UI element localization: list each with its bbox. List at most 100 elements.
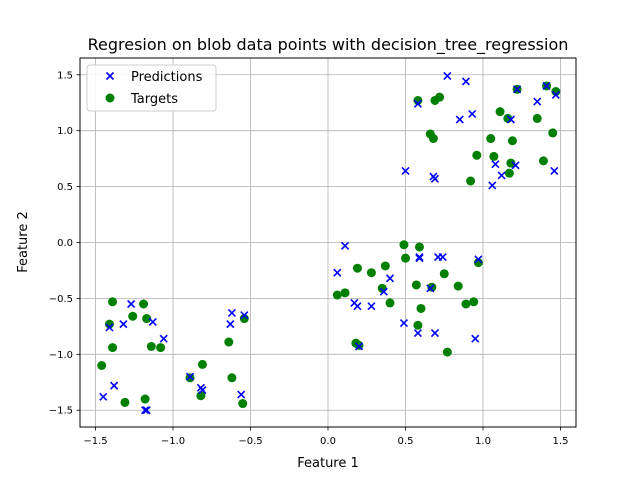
- plot-area: −1.5 −1.0 −0.5 0.0 0.5 1.0 1.5 −1.5 −1.0 −0.5 0.0 0…: [49, 57, 577, 447]
- target-point: [380, 261, 390, 271]
- target-point: [442, 347, 452, 357]
- target-point: [120, 397, 130, 407]
- prediction-point: [141, 406, 150, 415]
- prediction-point: [415, 254, 424, 263]
- target-point: [506, 158, 516, 168]
- target-point: [495, 107, 505, 117]
- prediction-point: [513, 85, 522, 94]
- prediction-point: [443, 71, 452, 80]
- prediction-point: [333, 268, 342, 277]
- prediction-point: [401, 166, 410, 176]
- prediction-point: [506, 115, 515, 124]
- x-tick-label: 0.0: [320, 436, 336, 447]
- legend-box: [86, 64, 217, 112]
- target-point: [551, 87, 561, 97]
- target-point: [140, 394, 150, 404]
- prediction-point: [474, 255, 483, 264]
- target-point: [439, 269, 449, 279]
- prediction-point: [426, 284, 435, 293]
- prediction-point: [148, 317, 157, 326]
- target-point: [332, 290, 342, 300]
- y-tick-label: 1.0: [57, 126, 73, 137]
- legend-marker-predictions: [105, 71, 115, 81]
- prediction-point: [142, 406, 151, 415]
- target-point: [453, 281, 463, 291]
- chart-title: Regresion on blob data points with decis…: [88, 35, 569, 55]
- prediction-point: [455, 115, 464, 124]
- target-point: [489, 151, 499, 161]
- prediction-point: [159, 334, 168, 343]
- prediction-point: [430, 329, 440, 338]
- prediction-point: [413, 99, 422, 108]
- prediction-point: [105, 323, 114, 332]
- target-point: [414, 242, 424, 252]
- target-point: [399, 240, 409, 250]
- prediction-point: [119, 320, 128, 329]
- target-point: [469, 297, 479, 307]
- x-tick-label: 1.5: [553, 436, 569, 447]
- target-point: [108, 343, 118, 353]
- target-point: [466, 176, 476, 186]
- target-point: [104, 319, 114, 329]
- prediction-point: [367, 302, 376, 311]
- target-point: [227, 373, 237, 383]
- prediction-point: [438, 252, 447, 262]
- target-point: [97, 361, 107, 370]
- y-tick-label: −0.5: [49, 294, 73, 305]
- target-point: [340, 288, 350, 298]
- y-axis-label: Feature 2: [16, 211, 31, 273]
- prediction-point: [185, 372, 195, 381]
- target-point: [472, 150, 482, 160]
- y-tick-label: −1.5: [49, 406, 73, 417]
- target-point: [156, 343, 166, 353]
- target-point: [413, 320, 423, 330]
- target-point: [142, 314, 152, 324]
- target-point: [352, 263, 362, 273]
- legend-label: Targets: [130, 92, 178, 107]
- prediction-point: [468, 109, 477, 118]
- legend-label: Predictions: [131, 70, 203, 85]
- x-tick-label: 1.0: [475, 436, 491, 447]
- target-point: [428, 134, 438, 144]
- target-point: [366, 268, 376, 278]
- prediction-point: [488, 181, 497, 190]
- prediction-point: [226, 320, 235, 329]
- target-point: [413, 95, 423, 105]
- legend: Predictions Targets: [86, 64, 217, 112]
- prediction-point: [542, 81, 551, 91]
- axes-frame: [79, 57, 577, 428]
- target-point: [461, 299, 471, 309]
- y-tick-label: 0.0: [57, 238, 73, 249]
- prediction-point: [354, 342, 364, 351]
- target-point: [416, 303, 426, 313]
- prediction-point: [198, 386, 207, 395]
- legend-marker-targets: [105, 93, 115, 103]
- target-point: [108, 297, 118, 307]
- x-tick-label: −1.0: [161, 436, 185, 447]
- prediction-point: [413, 329, 422, 338]
- prediction-point: [551, 90, 560, 99]
- target-point: [239, 314, 249, 324]
- prediction-point: [227, 308, 236, 318]
- target-point: [128, 311, 138, 321]
- prediction-point: [99, 392, 108, 401]
- prediction-point: [353, 302, 362, 311]
- target-point: [238, 399, 248, 409]
- target-point: [385, 298, 395, 308]
- prediction-point: [497, 171, 506, 180]
- prediction-point: [533, 97, 542, 106]
- prediction-point: [491, 160, 500, 169]
- target-point: [401, 253, 410, 263]
- y-tick-label: 0.5: [57, 182, 73, 193]
- target-point: [146, 341, 156, 351]
- target-point: [197, 359, 207, 369]
- target-point: [196, 391, 206, 401]
- x-tick-label: 0.5: [398, 436, 414, 447]
- x-axis-label: Feature 1: [297, 456, 359, 471]
- x-tick-label: −0.5: [238, 436, 262, 447]
- target-point: [548, 128, 558, 138]
- target-point: [473, 258, 483, 268]
- prediction-point: [430, 174, 440, 183]
- target-point: [411, 280, 421, 290]
